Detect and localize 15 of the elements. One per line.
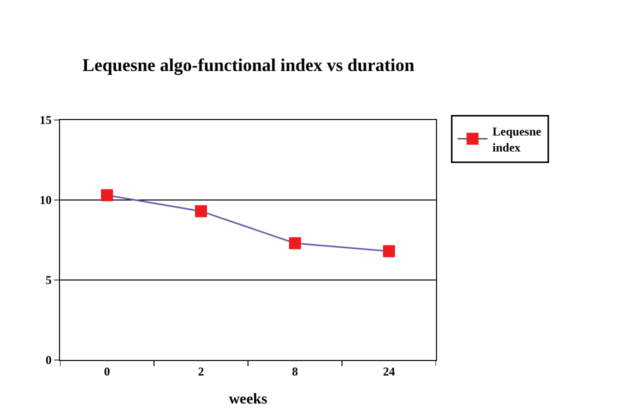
x-tick-label: 2 — [198, 364, 204, 378]
point — [289, 237, 301, 250]
y-tick-label: 15 — [40, 113, 52, 128]
chart-title: Lequesne algo-functional index vs duration — [82, 54, 414, 75]
x-tick-label: 0 — [104, 364, 110, 378]
y-tick-label: 5 — [46, 273, 52, 288]
x-tick-label: 24 — [383, 364, 395, 378]
point — [195, 205, 207, 218]
legend-label: Lequesne index — [492, 124, 542, 154]
y-tick-label: 10 — [40, 193, 52, 208]
point — [383, 245, 395, 258]
y-tick-label: 0 — [46, 353, 52, 368]
point — [101, 189, 113, 202]
x-tick-label: 8 — [292, 364, 298, 378]
x-axis-title: weeks — [228, 391, 268, 408]
